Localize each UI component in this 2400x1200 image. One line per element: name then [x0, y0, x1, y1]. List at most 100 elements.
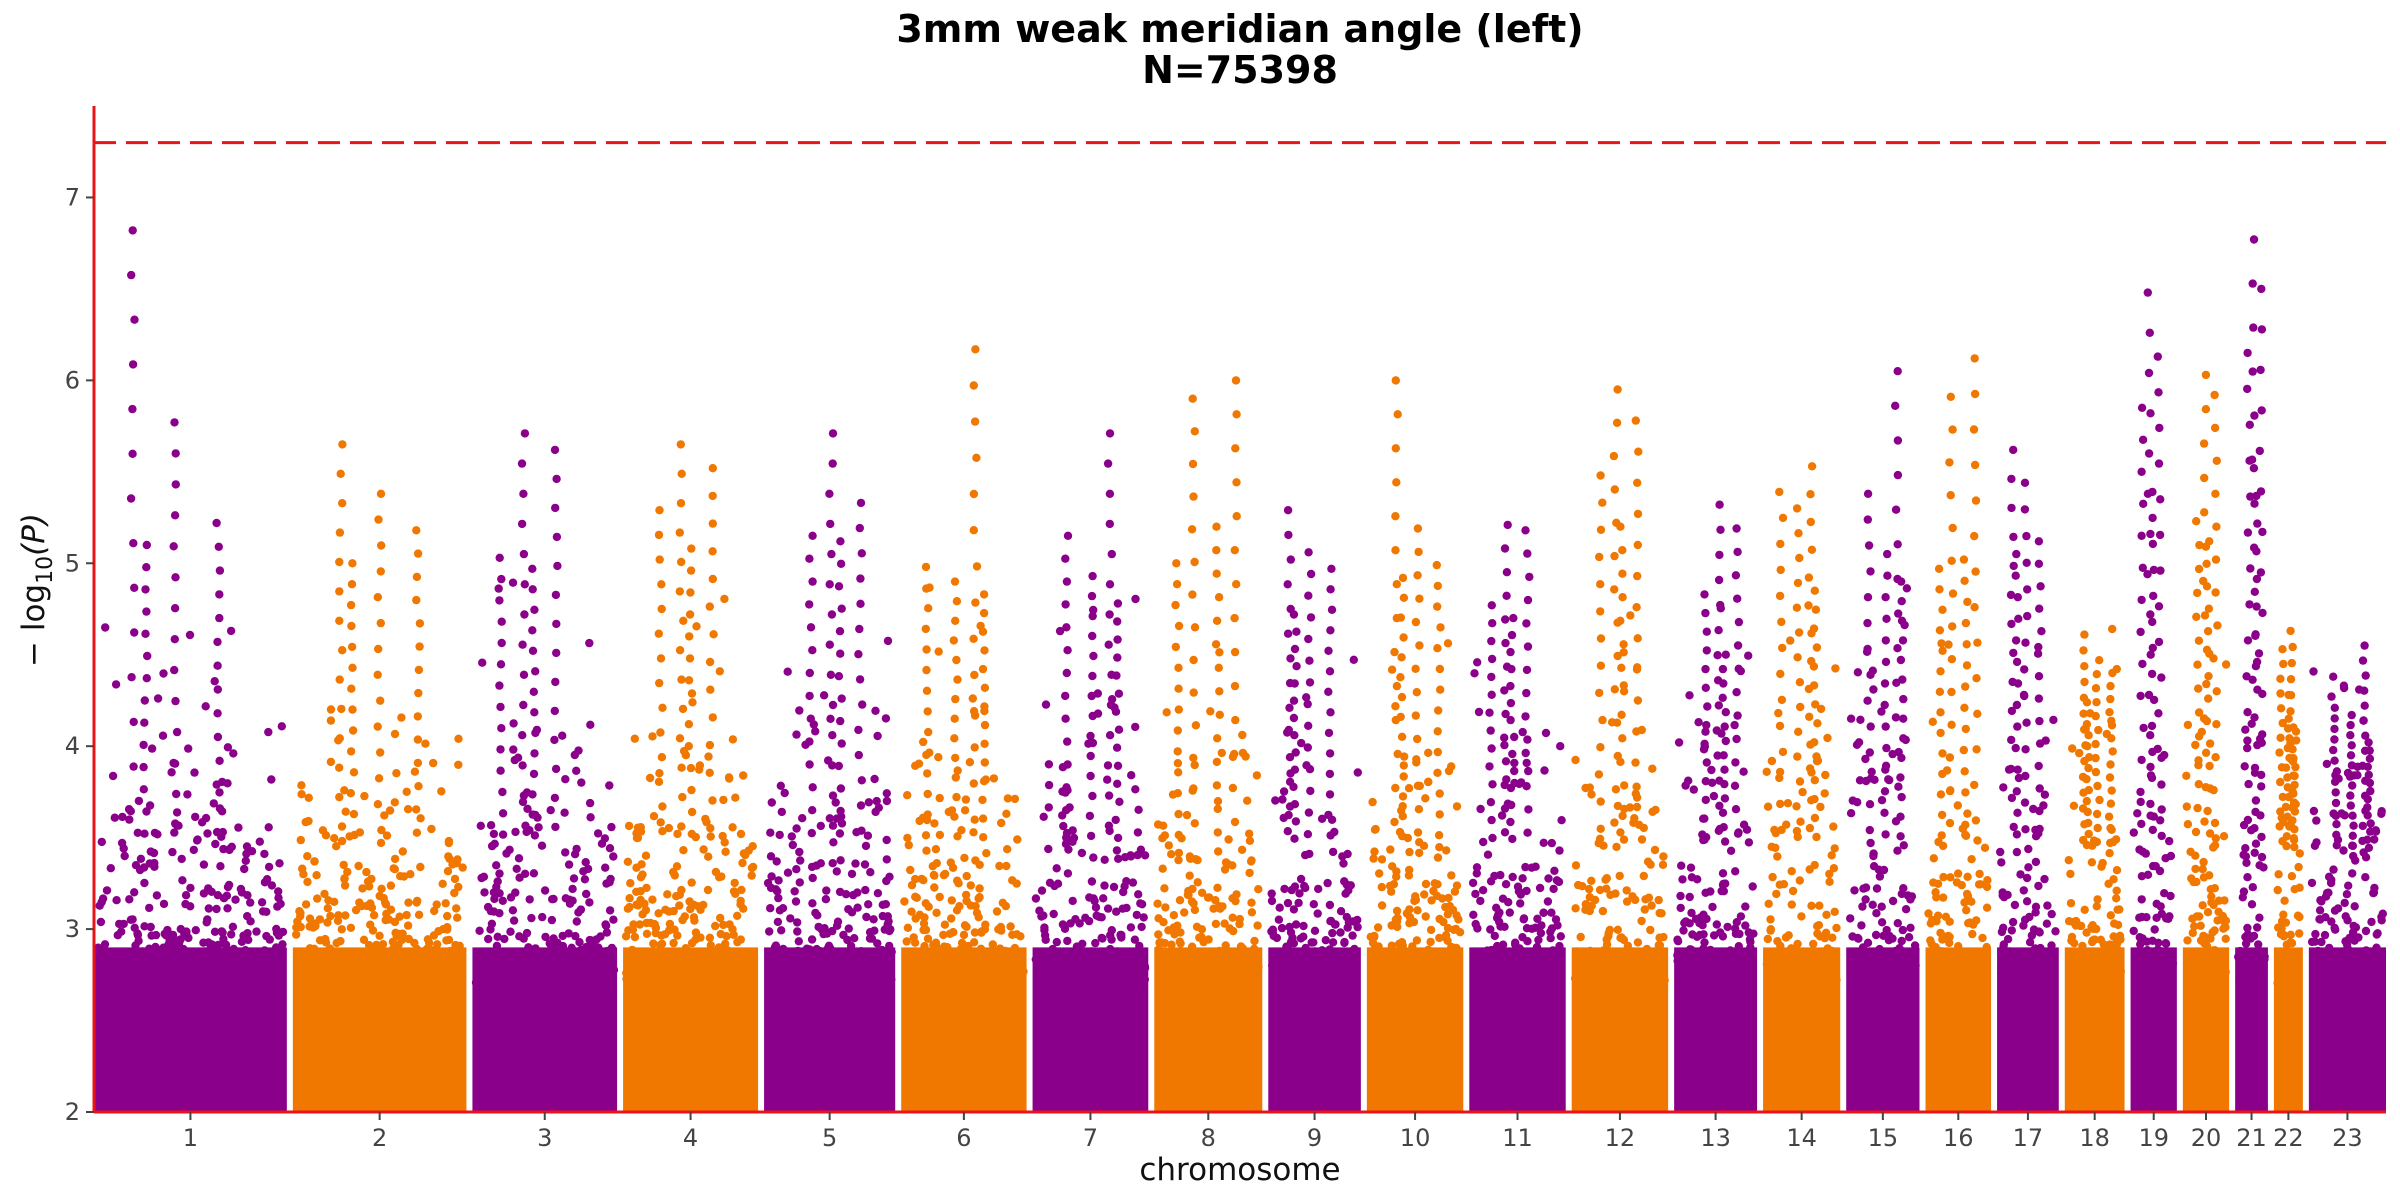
- data-point: [1083, 971, 1093, 980]
- data-point: [2199, 857, 2208, 867]
- peak-point: [1088, 631, 1097, 641]
- data-point: [1820, 789, 1829, 798]
- peak-point: [2363, 811, 2372, 820]
- data-point: [485, 979, 495, 988]
- peak-point: [2082, 796, 2091, 806]
- peak-point: [1893, 540, 1902, 549]
- data-point: [1825, 869, 1834, 879]
- peak-point: [1191, 721, 1201, 730]
- data-point: [364, 940, 374, 950]
- peak-point: [2332, 767, 2342, 776]
- peak-point: [1596, 580, 1605, 589]
- peak-point: [1896, 655, 1906, 665]
- peak-point: [2007, 474, 2016, 484]
- data-point: [706, 941, 715, 950]
- peak-point: [808, 646, 817, 655]
- data-point: [971, 856, 980, 865]
- peak-point: [835, 829, 845, 838]
- data-point: [1486, 925, 1495, 934]
- data-point: [1049, 909, 1058, 919]
- data-point: [919, 919, 929, 928]
- data-point: [711, 867, 721, 877]
- data-point: [303, 852, 312, 861]
- peak-point: [1715, 801, 1724, 810]
- peak-point: [2253, 685, 2262, 694]
- data-point: [130, 969, 139, 979]
- data-point: [1126, 951, 1135, 960]
- data-point: [720, 838, 729, 847]
- data-point: [1962, 889, 1972, 899]
- data-point: [1336, 928, 1345, 937]
- peak-point: [654, 629, 663, 638]
- data-point: [1140, 851, 1150, 860]
- peak-point: [2202, 716, 2212, 726]
- peak-point: [2202, 582, 2212, 591]
- data-point: [625, 894, 634, 903]
- data-point: [1044, 780, 1054, 790]
- data-point: [1803, 976, 1813, 985]
- data-point: [366, 920, 375, 929]
- peak-point: [1190, 623, 1200, 632]
- data-point: [2087, 858, 2097, 867]
- peak-point: [520, 610, 529, 619]
- data-point: [143, 957, 152, 966]
- data-point: [446, 957, 456, 966]
- data-point: [130, 888, 139, 897]
- data-point: [2188, 951, 2197, 960]
- data-point: [1788, 886, 1798, 896]
- peak-point: [1523, 595, 1533, 605]
- peak-point: [1596, 797, 1605, 806]
- peak-point: [658, 827, 667, 836]
- data-point: [1153, 899, 1162, 908]
- peak-point: [1112, 671, 1121, 680]
- data-point: [2186, 847, 2195, 856]
- data-point: [1602, 874, 1612, 883]
- data-point: [1167, 940, 1176, 949]
- peak-point: [2361, 731, 2370, 740]
- data-point: [119, 919, 128, 929]
- peak-point: [1866, 722, 1875, 731]
- data-point: [822, 929, 832, 938]
- data-point: [2243, 736, 2252, 745]
- data-point: [1898, 925, 1908, 935]
- peak-point: [1865, 800, 1875, 809]
- peak-point: [856, 574, 865, 583]
- data-point: [672, 892, 681, 901]
- data-point: [1313, 909, 1322, 918]
- peak-point: [1486, 726, 1495, 735]
- y-tick-label: 7: [65, 183, 80, 211]
- data-point: [1863, 938, 1873, 947]
- peak-point: [2211, 489, 2220, 498]
- data-point: [1606, 967, 1615, 976]
- data-point: [1518, 874, 1527, 883]
- peak-point: [495, 681, 504, 690]
- data-point: [1882, 925, 1891, 935]
- data-point: [1932, 917, 1941, 926]
- data-point: [272, 924, 281, 934]
- peak-point: [2281, 763, 2291, 772]
- peak-point: [2091, 753, 2100, 763]
- peak-point: [373, 670, 382, 679]
- peak-point: [1702, 758, 1712, 767]
- data-point: [1982, 882, 1992, 892]
- data-point: [1348, 931, 1357, 940]
- data-point: [150, 858, 159, 868]
- peak-point: [1718, 693, 1727, 702]
- peak-point: [2154, 388, 2163, 397]
- peak-point: [2211, 753, 2220, 762]
- peak-point: [1897, 597, 1906, 606]
- peak-point: [805, 600, 814, 609]
- peak-point: [1086, 751, 1095, 761]
- peak-point: [497, 638, 506, 648]
- data-point: [1292, 948, 1301, 957]
- peak-point: [1893, 644, 1902, 653]
- peak-point: [1865, 748, 1875, 757]
- peak-point: [2212, 456, 2221, 465]
- peak-point: [335, 734, 344, 743]
- data-point: [1952, 972, 1961, 981]
- data-point: [1639, 871, 1649, 881]
- peak-point: [2146, 731, 2155, 740]
- peak-point: [2013, 808, 2022, 817]
- data-point: [2250, 848, 2259, 857]
- peak-point: [1734, 664, 1743, 673]
